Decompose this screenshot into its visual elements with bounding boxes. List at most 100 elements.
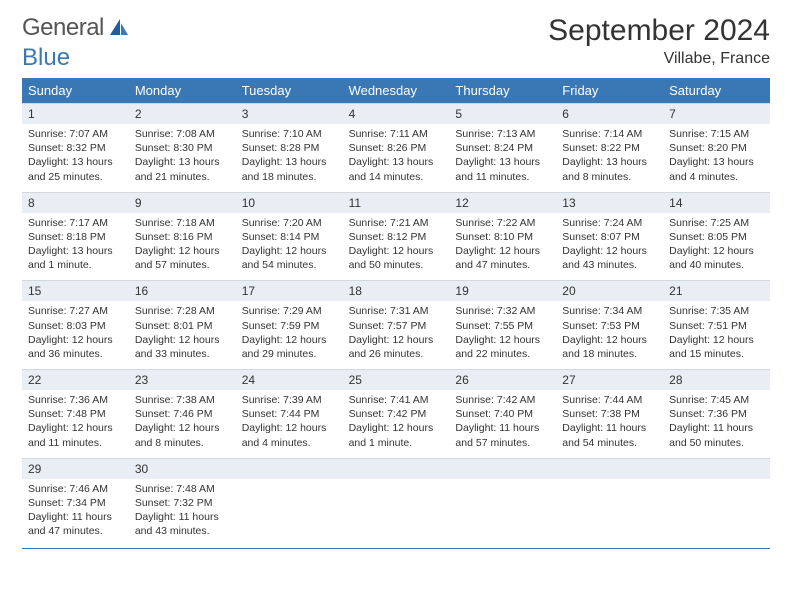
week-row: 22Sunrise: 7:36 AMSunset: 7:48 PMDayligh… — [22, 369, 770, 458]
sunrise-text: Sunrise: 7:35 AM — [669, 304, 764, 318]
day-body: Sunrise: 7:38 AMSunset: 7:46 PMDaylight:… — [129, 390, 236, 458]
day-body: Sunrise: 7:07 AMSunset: 8:32 PMDaylight:… — [22, 124, 129, 192]
day-cell: 16Sunrise: 7:28 AMSunset: 8:01 PMDayligh… — [129, 280, 236, 369]
day-body-empty — [556, 479, 663, 541]
dow-row: Sunday Monday Tuesday Wednesday Thursday… — [22, 78, 770, 103]
sunset-text: Sunset: 8:30 PM — [135, 141, 230, 155]
day-body: Sunrise: 7:32 AMSunset: 7:55 PMDaylight:… — [449, 301, 556, 369]
day-cell: 21Sunrise: 7:35 AMSunset: 7:51 PMDayligh… — [663, 280, 770, 369]
sunset-text: Sunset: 7:55 PM — [455, 319, 550, 333]
day-body: Sunrise: 7:42 AMSunset: 7:40 PMDaylight:… — [449, 390, 556, 458]
sunrise-text: Sunrise: 7:13 AM — [455, 127, 550, 141]
sunrise-text: Sunrise: 7:29 AM — [242, 304, 337, 318]
day-cell: 6Sunrise: 7:14 AMSunset: 8:22 PMDaylight… — [556, 103, 663, 192]
sunset-text: Sunset: 8:26 PM — [349, 141, 444, 155]
dow-tuesday: Tuesday — [236, 78, 343, 103]
sunrise-text: Sunrise: 7:31 AM — [349, 304, 444, 318]
daylight-text: Daylight: 11 hours and 57 minutes. — [455, 421, 550, 449]
sunrise-text: Sunrise: 7:46 AM — [28, 482, 123, 496]
day-body: Sunrise: 7:39 AMSunset: 7:44 PMDaylight:… — [236, 390, 343, 458]
day-cell: 22Sunrise: 7:36 AMSunset: 7:48 PMDayligh… — [22, 369, 129, 458]
sunset-text: Sunset: 8:14 PM — [242, 230, 337, 244]
sunset-text: Sunset: 7:42 PM — [349, 407, 444, 421]
sunrise-text: Sunrise: 7:17 AM — [28, 216, 123, 230]
week-row: 8Sunrise: 7:17 AMSunset: 8:18 PMDaylight… — [22, 192, 770, 281]
day-cell: 30Sunrise: 7:48 AMSunset: 7:32 PMDayligh… — [129, 458, 236, 547]
sunrise-text: Sunrise: 7:21 AM — [349, 216, 444, 230]
day-cell: 12Sunrise: 7:22 AMSunset: 8:10 PMDayligh… — [449, 192, 556, 281]
sunrise-text: Sunrise: 7:14 AM — [562, 127, 657, 141]
day-cell — [343, 458, 450, 547]
day-cell: 20Sunrise: 7:34 AMSunset: 7:53 PMDayligh… — [556, 280, 663, 369]
day-number-empty — [449, 458, 556, 479]
day-body: Sunrise: 7:44 AMSunset: 7:38 PMDaylight:… — [556, 390, 663, 458]
sunset-text: Sunset: 7:59 PM — [242, 319, 337, 333]
daylight-text: Daylight: 13 hours and 1 minute. — [28, 244, 123, 272]
day-number: 22 — [22, 369, 129, 390]
day-number: 4 — [343, 103, 450, 124]
dow-wednesday: Wednesday — [343, 78, 450, 103]
day-body: Sunrise: 7:31 AMSunset: 7:57 PMDaylight:… — [343, 301, 450, 369]
daylight-text: Daylight: 12 hours and 40 minutes. — [669, 244, 764, 272]
day-number: 3 — [236, 103, 343, 124]
sunset-text: Sunset: 7:40 PM — [455, 407, 550, 421]
day-body: Sunrise: 7:14 AMSunset: 8:22 PMDaylight:… — [556, 124, 663, 192]
sunset-text: Sunset: 8:12 PM — [349, 230, 444, 244]
day-number: 23 — [129, 369, 236, 390]
daylight-text: Daylight: 12 hours and 43 minutes. — [562, 244, 657, 272]
dow-thursday: Thursday — [449, 78, 556, 103]
day-cell: 1Sunrise: 7:07 AMSunset: 8:32 PMDaylight… — [22, 103, 129, 192]
day-cell — [663, 458, 770, 547]
day-body: Sunrise: 7:35 AMSunset: 7:51 PMDaylight:… — [663, 301, 770, 369]
day-number: 29 — [22, 458, 129, 479]
sunset-text: Sunset: 7:34 PM — [28, 496, 123, 510]
daylight-text: Daylight: 12 hours and 57 minutes. — [135, 244, 230, 272]
sunrise-text: Sunrise: 7:27 AM — [28, 304, 123, 318]
day-number: 1 — [22, 103, 129, 124]
day-cell: 11Sunrise: 7:21 AMSunset: 8:12 PMDayligh… — [343, 192, 450, 281]
day-number: 9 — [129, 192, 236, 213]
day-cell: 8Sunrise: 7:17 AMSunset: 8:18 PMDaylight… — [22, 192, 129, 281]
day-number-empty — [343, 458, 450, 479]
day-number: 26 — [449, 369, 556, 390]
daylight-text: Daylight: 13 hours and 18 minutes. — [242, 155, 337, 183]
day-cell: 5Sunrise: 7:13 AMSunset: 8:24 PMDaylight… — [449, 103, 556, 192]
sunrise-text: Sunrise: 7:18 AM — [135, 216, 230, 230]
day-number: 6 — [556, 103, 663, 124]
day-number: 2 — [129, 103, 236, 124]
sunrise-text: Sunrise: 7:10 AM — [242, 127, 337, 141]
day-cell: 17Sunrise: 7:29 AMSunset: 7:59 PMDayligh… — [236, 280, 343, 369]
daylight-text: Daylight: 12 hours and 54 minutes. — [242, 244, 337, 272]
sunrise-text: Sunrise: 7:44 AM — [562, 393, 657, 407]
day-cell: 28Sunrise: 7:45 AMSunset: 7:36 PMDayligh… — [663, 369, 770, 458]
daylight-text: Daylight: 11 hours and 50 minutes. — [669, 421, 764, 449]
day-cell: 25Sunrise: 7:41 AMSunset: 7:42 PMDayligh… — [343, 369, 450, 458]
day-body: Sunrise: 7:34 AMSunset: 7:53 PMDaylight:… — [556, 301, 663, 369]
daylight-text: Daylight: 11 hours and 54 minutes. — [562, 421, 657, 449]
day-body: Sunrise: 7:08 AMSunset: 8:30 PMDaylight:… — [129, 124, 236, 192]
bottom-rule — [22, 548, 770, 549]
sunset-text: Sunset: 8:32 PM — [28, 141, 123, 155]
day-body: Sunrise: 7:45 AMSunset: 7:36 PMDaylight:… — [663, 390, 770, 458]
daylight-text: Daylight: 12 hours and 22 minutes. — [455, 333, 550, 361]
logo: General — [22, 14, 130, 42]
sunrise-text: Sunrise: 7:32 AM — [455, 304, 550, 318]
sunrise-text: Sunrise: 7:24 AM — [562, 216, 657, 230]
day-body: Sunrise: 7:21 AMSunset: 8:12 PMDaylight:… — [343, 213, 450, 281]
day-number-empty — [663, 458, 770, 479]
sunrise-text: Sunrise: 7:08 AM — [135, 127, 230, 141]
day-number: 21 — [663, 280, 770, 301]
day-body: Sunrise: 7:17 AMSunset: 8:18 PMDaylight:… — [22, 213, 129, 281]
week-row: 1Sunrise: 7:07 AMSunset: 8:32 PMDaylight… — [22, 103, 770, 192]
sunset-text: Sunset: 8:05 PM — [669, 230, 764, 244]
sunrise-text: Sunrise: 7:41 AM — [349, 393, 444, 407]
day-number: 25 — [343, 369, 450, 390]
day-body: Sunrise: 7:48 AMSunset: 7:32 PMDaylight:… — [129, 479, 236, 547]
day-cell: 15Sunrise: 7:27 AMSunset: 8:03 PMDayligh… — [22, 280, 129, 369]
day-number: 7 — [663, 103, 770, 124]
day-number: 20 — [556, 280, 663, 301]
day-cell: 27Sunrise: 7:44 AMSunset: 7:38 PMDayligh… — [556, 369, 663, 458]
day-body: Sunrise: 7:18 AMSunset: 8:16 PMDaylight:… — [129, 213, 236, 281]
sunset-text: Sunset: 8:01 PM — [135, 319, 230, 333]
day-number-empty — [236, 458, 343, 479]
